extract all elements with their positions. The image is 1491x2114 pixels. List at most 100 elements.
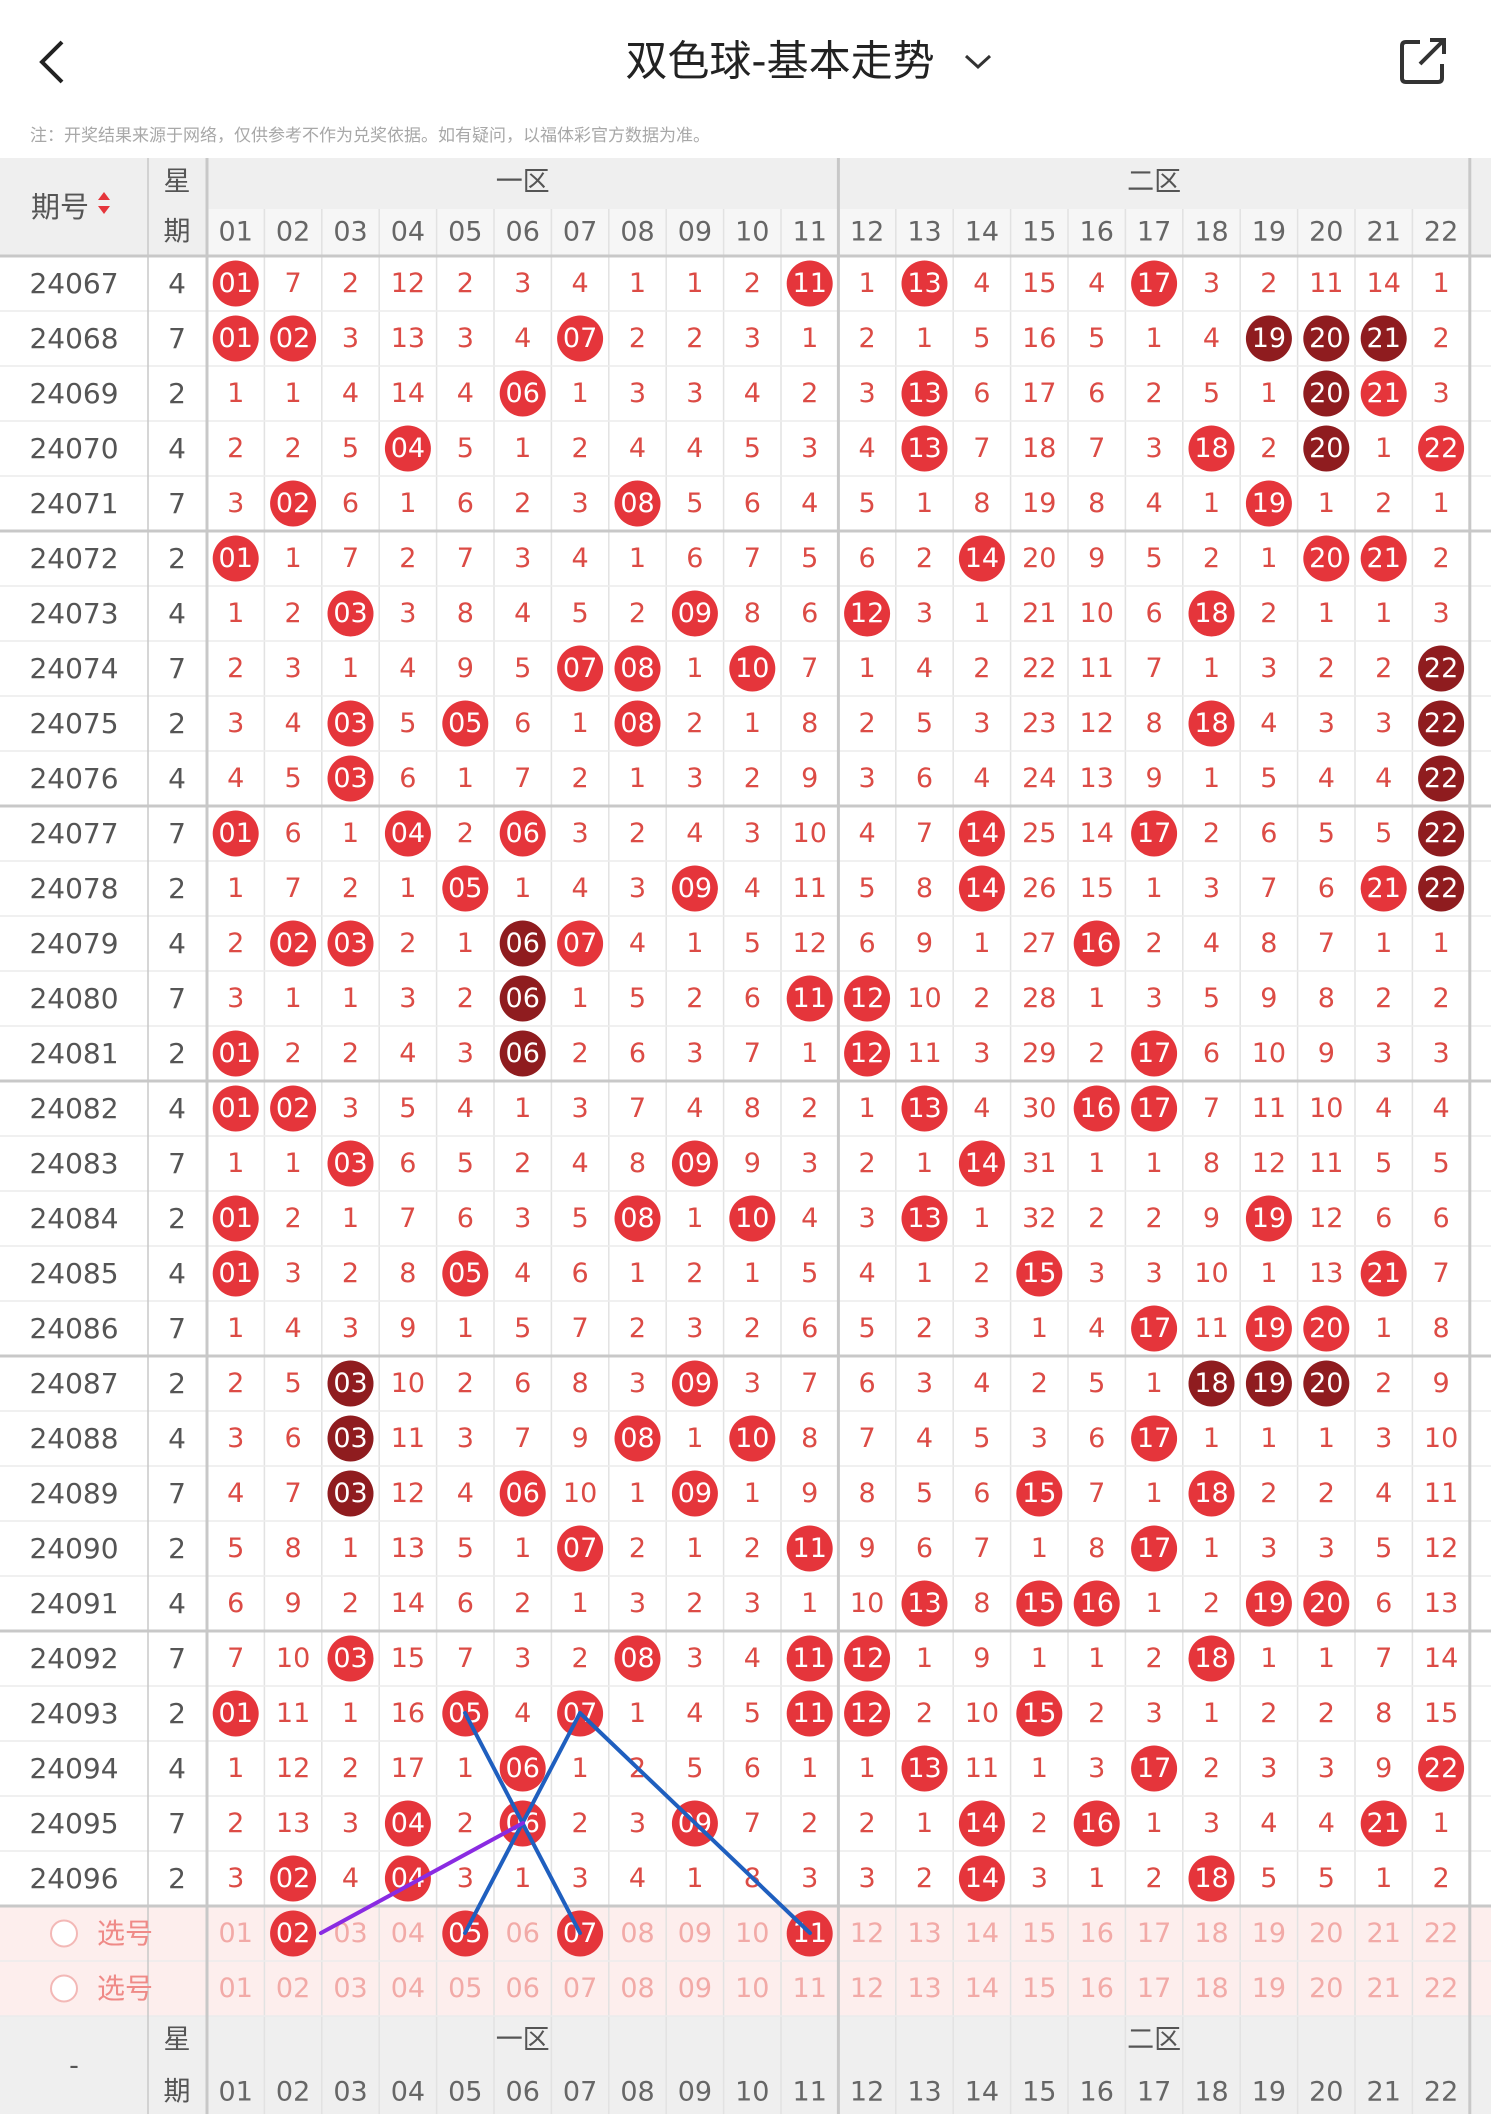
miss-count: 7 bbox=[514, 763, 531, 794]
miss-count: 1 bbox=[572, 708, 589, 739]
ball-number: 17 bbox=[1137, 1093, 1171, 1124]
miss-count: 1 bbox=[916, 1808, 933, 1839]
miss-count: 20 bbox=[1309, 1918, 1343, 1949]
miss-count: 1 bbox=[1433, 488, 1450, 519]
miss-count: 7 bbox=[457, 1643, 474, 1674]
ball-number: 01 bbox=[219, 268, 253, 299]
miss-count: 9 bbox=[1146, 763, 1163, 794]
miss-count: 1 bbox=[801, 1588, 818, 1619]
column-number: 19 bbox=[1252, 217, 1286, 248]
miss-count: 2 bbox=[859, 323, 876, 354]
column-number: 01 bbox=[219, 2077, 253, 2108]
radio[interactable] bbox=[50, 1919, 78, 1948]
miss-count: 1 bbox=[1260, 1258, 1277, 1289]
ball bbox=[844, 1635, 891, 1682]
ball bbox=[499, 370, 546, 417]
miss-count: 3 bbox=[227, 1863, 244, 1894]
miss-count: 7 bbox=[285, 873, 302, 904]
miss-count: 11 bbox=[276, 1698, 310, 1729]
miss-count: 2 bbox=[514, 488, 531, 519]
miss-count: 1 bbox=[859, 1753, 876, 1784]
ball-number: 12 bbox=[850, 1643, 884, 1674]
column-number: 13 bbox=[907, 2077, 941, 2108]
miss-count: 2 bbox=[744, 763, 761, 794]
miss-count: 4 bbox=[916, 653, 933, 684]
miss-count: 1 bbox=[1203, 763, 1220, 794]
ball bbox=[442, 700, 489, 747]
select-label[interactable]: 选号 bbox=[97, 1917, 153, 1950]
ball-number: 05 bbox=[448, 708, 482, 739]
miss-count: 2 bbox=[1375, 1368, 1392, 1399]
ball bbox=[270, 315, 317, 362]
weekday: 2 bbox=[168, 707, 186, 740]
miss-count: 1 bbox=[1375, 1863, 1392, 1894]
miss-count: 06 bbox=[506, 1973, 540, 2004]
miss-count: 9 bbox=[572, 1423, 589, 1454]
miss-count: 3 bbox=[801, 1148, 818, 1179]
miss-count: 4 bbox=[1433, 1093, 1450, 1124]
miss-count: 13 bbox=[1424, 1588, 1458, 1619]
ball bbox=[671, 1360, 718, 1407]
miss-count: 3 bbox=[916, 1368, 933, 1399]
ball bbox=[499, 1745, 546, 1792]
miss-count: 2 bbox=[1260, 598, 1277, 629]
ball-number: 09 bbox=[678, 598, 712, 629]
miss-count: 22 bbox=[1424, 1918, 1458, 1949]
miss-count: 14 bbox=[1367, 268, 1401, 299]
issue: 24076 bbox=[29, 762, 118, 795]
miss-count: 1 bbox=[1146, 1588, 1163, 1619]
miss-count: 1 bbox=[457, 1753, 474, 1784]
miss-count: 2 bbox=[514, 1148, 531, 1179]
page-title[interactable]: 双色球-基本走势 bbox=[625, 37, 934, 86]
miss-count: 4 bbox=[686, 818, 703, 849]
miss-count: 1 bbox=[801, 323, 818, 354]
miss-count: 1 bbox=[514, 1863, 531, 1894]
miss-count: 3 bbox=[342, 1313, 359, 1344]
miss-count: 6 bbox=[916, 1533, 933, 1564]
miss-count: 5 bbox=[1203, 983, 1220, 1014]
sort-icon[interactable] bbox=[98, 206, 110, 214]
miss-count: 3 bbox=[1088, 1258, 1105, 1289]
dropdown-icon[interactable] bbox=[964, 54, 992, 70]
back-button[interactable] bbox=[39, 40, 64, 84]
miss-count: 5 bbox=[399, 1093, 416, 1124]
miss-count: 8 bbox=[801, 708, 818, 739]
ball bbox=[958, 1800, 1005, 1847]
miss-count: 1 bbox=[916, 1258, 933, 1289]
miss-count: 5 bbox=[973, 323, 990, 354]
miss-count: 3 bbox=[1318, 1753, 1335, 1784]
miss-count: 5 bbox=[227, 1533, 244, 1564]
miss-count: 2 bbox=[457, 1368, 474, 1399]
ball-number: 06 bbox=[506, 928, 540, 959]
issue: 24096 bbox=[29, 1862, 118, 1895]
ball bbox=[270, 1855, 317, 1902]
miss-count: 7 bbox=[916, 818, 933, 849]
miss-count: 2 bbox=[1088, 1203, 1105, 1234]
issue-header[interactable]: 期号 bbox=[31, 190, 89, 224]
miss-count: 2 bbox=[457, 1808, 474, 1839]
miss-count: 2 bbox=[1146, 1203, 1163, 1234]
radio[interactable] bbox=[50, 1974, 78, 2003]
miss-count: 8 bbox=[1088, 488, 1105, 519]
ball-number: 03 bbox=[333, 708, 367, 739]
miss-count: 3 bbox=[1318, 1533, 1335, 1564]
ball bbox=[384, 425, 431, 472]
miss-count: 1 bbox=[629, 543, 646, 574]
miss-count: 2 bbox=[1146, 378, 1163, 409]
miss-count: 13 bbox=[391, 323, 425, 354]
miss-count: 2 bbox=[629, 323, 646, 354]
ball bbox=[901, 425, 948, 472]
sort-icon[interactable] bbox=[98, 192, 110, 200]
ball-number: 03 bbox=[333, 928, 367, 959]
ball-number: 20 bbox=[1309, 1313, 1343, 1344]
ball bbox=[1360, 1800, 1407, 1847]
share-button[interactable] bbox=[1400, 38, 1446, 84]
ball-number: 02 bbox=[276, 488, 310, 519]
miss-count: 03 bbox=[333, 1973, 367, 2004]
weekday: 2 bbox=[168, 1367, 186, 1400]
ball-number: 20 bbox=[1309, 433, 1343, 464]
select-label[interactable]: 选号 bbox=[97, 1972, 153, 2005]
miss-count: 9 bbox=[973, 1643, 990, 1674]
miss-count: 5 bbox=[572, 598, 589, 629]
column-number: 05 bbox=[448, 2077, 482, 2108]
